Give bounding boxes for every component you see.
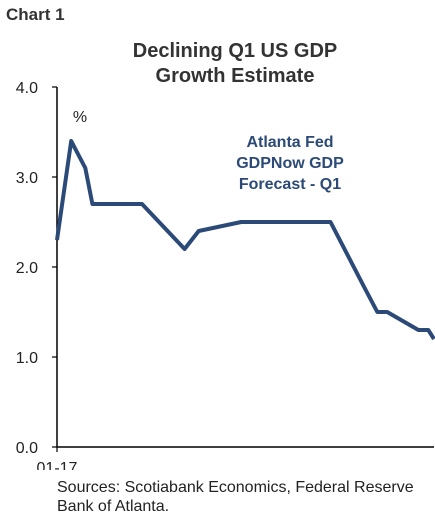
chart-label: Chart 1	[6, 5, 65, 24]
annotation-line: Atlanta Fed	[246, 134, 333, 151]
y-axis-label: %	[73, 109, 87, 126]
chart-title-line: Declining Q1 US GDP	[133, 40, 337, 62]
y-tick-labels: 0.0 1.0 2.0 3.0 4.0%	[16, 80, 87, 457]
y-tick-label: 1.0	[16, 350, 38, 367]
sources-note: Sources: Scotiabank Economics, Federal R…	[57, 479, 414, 515]
series-line	[55, 139, 435, 341]
chart-title-line: Growth Estimate	[156, 65, 315, 87]
x-tick-label: 01-17	[37, 460, 78, 470]
line-chart: Declining Q1 US GDP Growth Estimate 0.0 1.…	[16, 40, 435, 470]
y-tick-label: 4.0	[16, 80, 38, 97]
series-lines	[55, 139, 435, 341]
y-tick-label: 3.0	[16, 170, 38, 187]
x-tick-labels: 01-17	[37, 447, 78, 470]
chart-title: Declining Q1 US GDP Growth Estimate	[133, 40, 337, 87]
series-annotation: Atlanta Fed GDPNow GDP Forecast - Q1	[236, 134, 344, 193]
y-tick-label: 2.0	[16, 260, 38, 277]
y-tick-label: 0.0	[16, 440, 38, 457]
annotation-line: Forecast - Q1	[239, 176, 341, 193]
annotation-line: GDPNow GDP	[236, 155, 344, 172]
